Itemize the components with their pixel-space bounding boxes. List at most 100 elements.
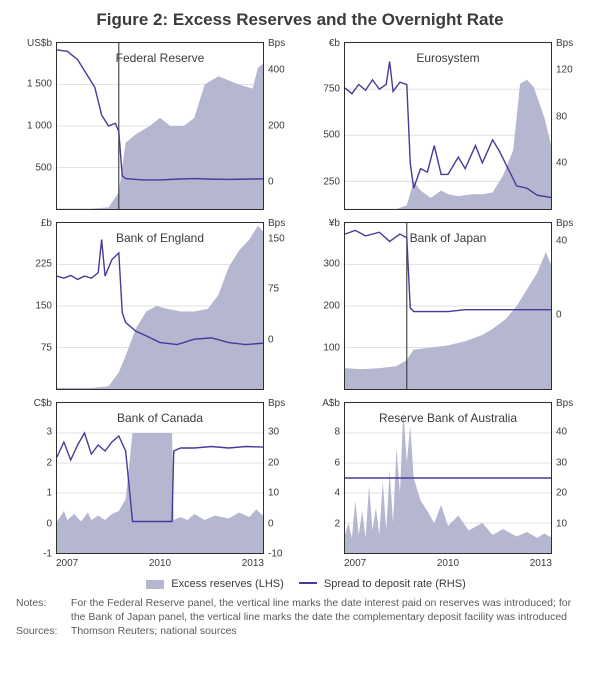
figure-container: Figure 2: Excess Reserves and the Overni… <box>0 0 600 692</box>
chart-area: Reserve Bank of Australia <box>344 402 552 554</box>
y-axis-left: A$b2468 <box>300 402 342 554</box>
chart-panel: US$b 500 1 000 1 500 Federal Reserve Bps 0 200 4… <box>12 36 300 216</box>
ytick-right: 0 <box>556 310 562 321</box>
ytick-right: 40 <box>556 427 567 438</box>
excess-reserves-area <box>345 80 551 209</box>
ytick-left: 8 <box>334 427 340 438</box>
sources-label: Sources: <box>16 624 68 638</box>
xtick: 2007 <box>344 558 366 572</box>
xtick: 2013 <box>242 558 264 572</box>
y-axis-right: Bps075150 <box>266 222 300 390</box>
ytick-left: -1 <box>43 549 52 560</box>
ytick-left: 250 <box>323 177 340 188</box>
x-axis: 2007 2010 2013 <box>56 558 264 572</box>
unit-left: US$b <box>27 38 52 49</box>
chart-area: Bank of Canada <box>56 402 264 554</box>
ytick-right: 10 <box>268 488 279 499</box>
chart-panel: €b 250 500 750 Eurosystem Bps 40 80 120 <box>300 36 588 216</box>
spread-line <box>345 230 551 311</box>
y-axis-right: Bps4080120 <box>554 42 588 210</box>
excess-reserves-area <box>57 226 263 389</box>
unit-right: Bps <box>268 38 285 49</box>
ytick-left: 2 <box>46 457 52 468</box>
ytick-left: 500 <box>35 163 52 174</box>
unit-left: €b <box>329 38 340 49</box>
ytick-right: 30 <box>556 457 567 468</box>
y-axis-right: Bps10203040 <box>554 402 588 554</box>
unit-left: £b <box>41 218 52 229</box>
xtick: 2007 <box>56 558 78 572</box>
chart-panel: ¥b100200300Bank of JapanBps040 <box>300 216 588 396</box>
ytick-left: 1 <box>46 488 52 499</box>
notes-text: For the Federal Reserve panel, the verti… <box>71 596 579 624</box>
figure-title: Figure 2: Excess Reserves and the Overni… <box>12 10 588 30</box>
y-axis-left: €b250500750 <box>300 42 342 210</box>
ytick-left: 75 <box>41 343 52 354</box>
excess-reserves-area <box>345 411 551 554</box>
x-axis: 2007 2010 2013 <box>344 558 552 572</box>
ytick-left: 200 <box>323 301 340 312</box>
ytick-left: 750 <box>323 83 340 94</box>
ytick-right: 200 <box>268 121 285 132</box>
chart-panel: C$b-10123Bank of CanadaBps-1001020302007… <box>12 396 300 576</box>
ytick-left: 100 <box>323 343 340 354</box>
unit-right: Bps <box>556 398 573 409</box>
unit-right: Bps <box>268 398 285 409</box>
ytick-left: 4 <box>334 488 340 499</box>
y-axis-left: US$b5001 0001 500 <box>12 42 54 210</box>
y-axis-left: ¥b100200300 <box>300 222 342 390</box>
ytick-right: 40 <box>556 235 567 246</box>
y-axis-right: Bps040 <box>554 222 588 390</box>
ytick-left: 225 <box>35 259 52 270</box>
excess-reserves-area <box>345 252 551 389</box>
ytick-right: 0 <box>268 518 274 529</box>
ytick-right: 20 <box>556 488 567 499</box>
ytick-left: 1 500 <box>27 79 52 90</box>
ytick-left: 500 <box>323 130 340 141</box>
ytick-right: 10 <box>556 518 567 529</box>
ytick-right: 400 <box>268 65 285 76</box>
legend-swatch-area <box>146 580 164 589</box>
ytick-right: 30 <box>268 427 279 438</box>
ytick-right: 75 <box>268 284 279 295</box>
ytick-right: 0 <box>268 334 274 345</box>
legend-label-area: Excess reserves (LHS) <box>171 578 283 590</box>
ytick-right: -10 <box>268 549 282 560</box>
ytick-left: 300 <box>323 259 340 270</box>
ytick-right: 150 <box>268 233 285 244</box>
ytick-left: 1 000 <box>27 121 52 132</box>
chart-area: Bank of England <box>56 222 264 390</box>
legend-swatch-line <box>299 582 317 584</box>
panel-grid: US$b5001 0001 500Federal ReserveBps02004… <box>12 36 588 576</box>
xtick: 2013 <box>530 558 552 572</box>
ytick-left: 2 <box>334 518 340 529</box>
ytick-left: 150 <box>35 301 52 312</box>
ytick-left: 0 <box>46 518 52 529</box>
chart-panel: A$b 2 4 6 8 Reserve Bank of Australia Bps 10 20 3… <box>300 396 588 576</box>
ytick-left: 3 <box>46 427 52 438</box>
ytick-right: 40 <box>556 158 567 169</box>
xtick: 2010 <box>437 558 459 572</box>
chart-area: Eurosystem <box>344 42 552 210</box>
y-axis-right: Bps-100102030 <box>266 402 300 554</box>
unit-left: A$b <box>322 398 340 409</box>
unit-right: Bps <box>556 38 573 49</box>
legend-label-line: Spread to deposit rate (RHS) <box>324 578 466 590</box>
ytick-right: 80 <box>556 111 567 122</box>
chart-area: Federal Reserve <box>56 42 264 210</box>
ytick-right: 20 <box>268 457 279 468</box>
y-axis-left: £b75150225 <box>12 222 54 390</box>
ytick-right: 0 <box>268 177 274 188</box>
figure-notes: Notes: For the Federal Reserve panel, th… <box>16 596 584 639</box>
xtick: 2010 <box>149 558 171 572</box>
unit-left: C$b <box>34 398 52 409</box>
ytick-right: 120 <box>556 65 573 76</box>
chart-panel: £b75150225Bank of EnglandBps075150 <box>12 216 300 396</box>
unit-right: Bps <box>556 218 573 229</box>
unit-left: ¥b <box>329 218 340 229</box>
notes-label: Notes: <box>16 596 68 610</box>
excess-reserves-area <box>57 64 263 209</box>
ytick-left: 6 <box>334 457 340 468</box>
sources-text: Thomson Reuters; national sources <box>71 624 579 638</box>
y-axis-left: C$b-10123 <box>12 402 54 554</box>
